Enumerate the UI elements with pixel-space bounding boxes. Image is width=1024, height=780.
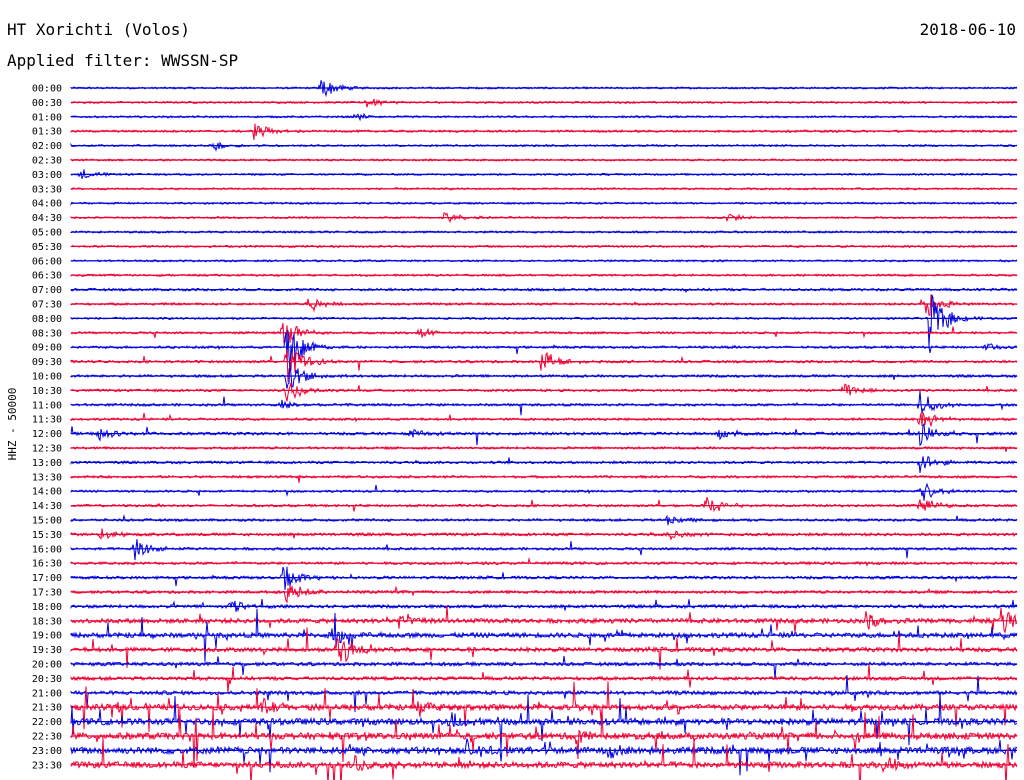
time-tick-label: 11:30	[32, 415, 62, 426]
time-tick-label: 07:00	[32, 285, 62, 296]
trace-line	[70, 737, 1018, 780]
time-tick-label: 01:30	[32, 127, 62, 138]
date-label: 2018-06-10	[919, 20, 1016, 39]
time-tick-label: 21:00	[32, 688, 62, 699]
time-tick-label: 04:30	[32, 213, 62, 224]
time-tick-label: 10:00	[32, 372, 62, 383]
trace-line	[70, 708, 1018, 769]
time-tick-label: 05:30	[32, 242, 62, 253]
time-tick-label: 13:00	[32, 458, 62, 469]
time-tick-label: 17:30	[32, 588, 62, 599]
time-label-group: 00:00 00:30 01:00 01:30 02:00 02:30 03:00 03:30…	[32, 84, 62, 772]
trace-line	[70, 585, 1018, 604]
time-tick-label: 07:30	[32, 300, 62, 311]
time-tick-label: 03:30	[32, 184, 62, 195]
time-tick-label: 02:30	[32, 156, 62, 167]
time-tick-label: 01:00	[32, 112, 62, 123]
time-tick-label: 18:00	[32, 602, 62, 613]
time-tick-label: 14:30	[32, 501, 62, 512]
trace-line	[70, 482, 1018, 501]
time-tick-label: 09:00	[32, 343, 62, 354]
time-tick-label: 06:00	[32, 256, 62, 267]
trace-line	[70, 557, 1018, 567]
time-tick-label: 21:30	[32, 703, 62, 714]
trace-line	[70, 605, 1018, 634]
trace-line	[70, 496, 1018, 513]
time-tick-label: 08:30	[32, 328, 62, 339]
trace-group	[70, 80, 1018, 780]
time-tick-label: 15:30	[32, 530, 62, 541]
time-tick-label: 17:00	[32, 573, 62, 584]
trace-line	[70, 738, 1018, 776]
trace-line	[70, 382, 1018, 402]
time-tick-label: 04:00	[32, 199, 62, 210]
time-tick-label: 03:00	[32, 170, 62, 181]
time-tick-label: 20:30	[32, 674, 62, 685]
time-tick-label: 23:00	[32, 746, 62, 757]
trace-line	[70, 655, 1018, 680]
trace-line	[70, 98, 1018, 108]
time-tick-label: 19:00	[32, 631, 62, 642]
time-tick-label: 16:00	[32, 544, 62, 555]
time-tick-label: 05:00	[32, 228, 62, 239]
time-tick-label: 19:30	[32, 645, 62, 656]
time-tick-label: 10:30	[32, 386, 62, 397]
time-tick-label: 12:00	[32, 429, 62, 440]
trace-line	[70, 390, 1018, 416]
time-tick-label: 22:30	[32, 732, 62, 743]
time-tick-label: 06:30	[32, 271, 62, 282]
time-tick-label: 00:00	[32, 84, 62, 95]
time-tick-label: 12:30	[32, 444, 62, 455]
time-tick-label: 16:30	[32, 559, 62, 570]
trace-line	[70, 422, 1018, 447]
time-tick-label: 20:00	[32, 660, 62, 671]
time-tick-label: 23:30	[32, 760, 62, 771]
time-tick-label: 15:00	[32, 516, 62, 527]
time-tick-label: 11:00	[32, 400, 62, 411]
trace-line	[70, 691, 1018, 750]
time-tick-label: 00:30	[32, 98, 62, 109]
y-axis-label: HHZ - 50000	[6, 388, 19, 461]
time-tick-label: 09:30	[32, 357, 62, 368]
trace-line	[70, 141, 1018, 152]
time-tick-label: 13:30	[32, 472, 62, 483]
time-tick-label: 22:00	[32, 717, 62, 728]
station-title: HT Xorichti (Volos)	[7, 20, 191, 39]
time-tick-label: 08:00	[32, 314, 62, 325]
trace-line	[70, 598, 1018, 613]
trace-line	[70, 456, 1018, 473]
time-tick-label: 02:00	[32, 141, 62, 152]
filter-label: Applied filter: WWSSN-SP	[7, 51, 239, 70]
time-tick-label: 14:00	[32, 487, 62, 498]
trace-line	[70, 294, 1018, 316]
trace-line	[70, 539, 1018, 561]
time-tick-label: 18:30	[32, 616, 62, 627]
trace-line	[70, 566, 1018, 590]
